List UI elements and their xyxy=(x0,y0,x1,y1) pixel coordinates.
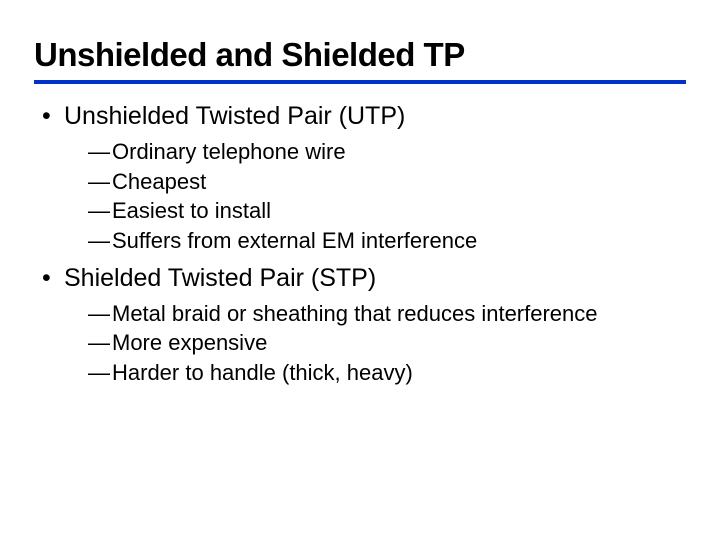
slide-title: Unshielded and Shielded TP xyxy=(34,36,686,74)
bullet-lvl2-text: Ordinary telephone wire xyxy=(112,139,346,164)
bullet-lvl2-text: Suffers from external EM interference xyxy=(112,228,477,253)
bullet-lvl2: Cheapest xyxy=(88,167,686,197)
bullet-lvl2: More expensive xyxy=(88,328,686,358)
bullet-list: Unshielded Twisted Pair (UTP) Ordinary t… xyxy=(34,102,686,388)
bullet-lvl1-text: Unshielded Twisted Pair (UTP) xyxy=(64,102,405,130)
bullet-lvl2: Ordinary telephone wire xyxy=(88,137,686,167)
sub-bullet-list: Metal braid or sheathing that reduces in… xyxy=(64,299,686,388)
bullet-lvl2-text: Cheapest xyxy=(112,169,206,194)
slide: Unshielded and Shielded TP Unshielded Tw… xyxy=(0,0,720,540)
sub-bullet-list: Ordinary telephone wire Cheapest Easiest… xyxy=(64,137,686,256)
bullet-lvl1: Shielded Twisted Pair (STP) Metal braid … xyxy=(38,264,686,388)
bullet-lvl1: Unshielded Twisted Pair (UTP) Ordinary t… xyxy=(38,102,686,256)
bullet-lvl2-text: More expensive xyxy=(112,330,267,355)
bullet-lvl2: Suffers from external EM interference xyxy=(88,226,686,256)
bullet-lvl2: Metal braid or sheathing that reduces in… xyxy=(88,299,686,329)
bullet-lvl1-text: Shielded Twisted Pair (STP) xyxy=(64,264,376,292)
title-underline xyxy=(34,80,686,84)
bullet-lvl2: Easiest to install xyxy=(88,196,686,226)
bullet-lvl2-text: Easiest to install xyxy=(112,198,271,223)
bullet-lvl2: Harder to handle (thick, heavy) xyxy=(88,358,686,388)
bullet-lvl2-text: Harder to handle (thick, heavy) xyxy=(112,360,413,385)
bullet-lvl2-text: Metal braid or sheathing that reduces in… xyxy=(112,301,598,326)
